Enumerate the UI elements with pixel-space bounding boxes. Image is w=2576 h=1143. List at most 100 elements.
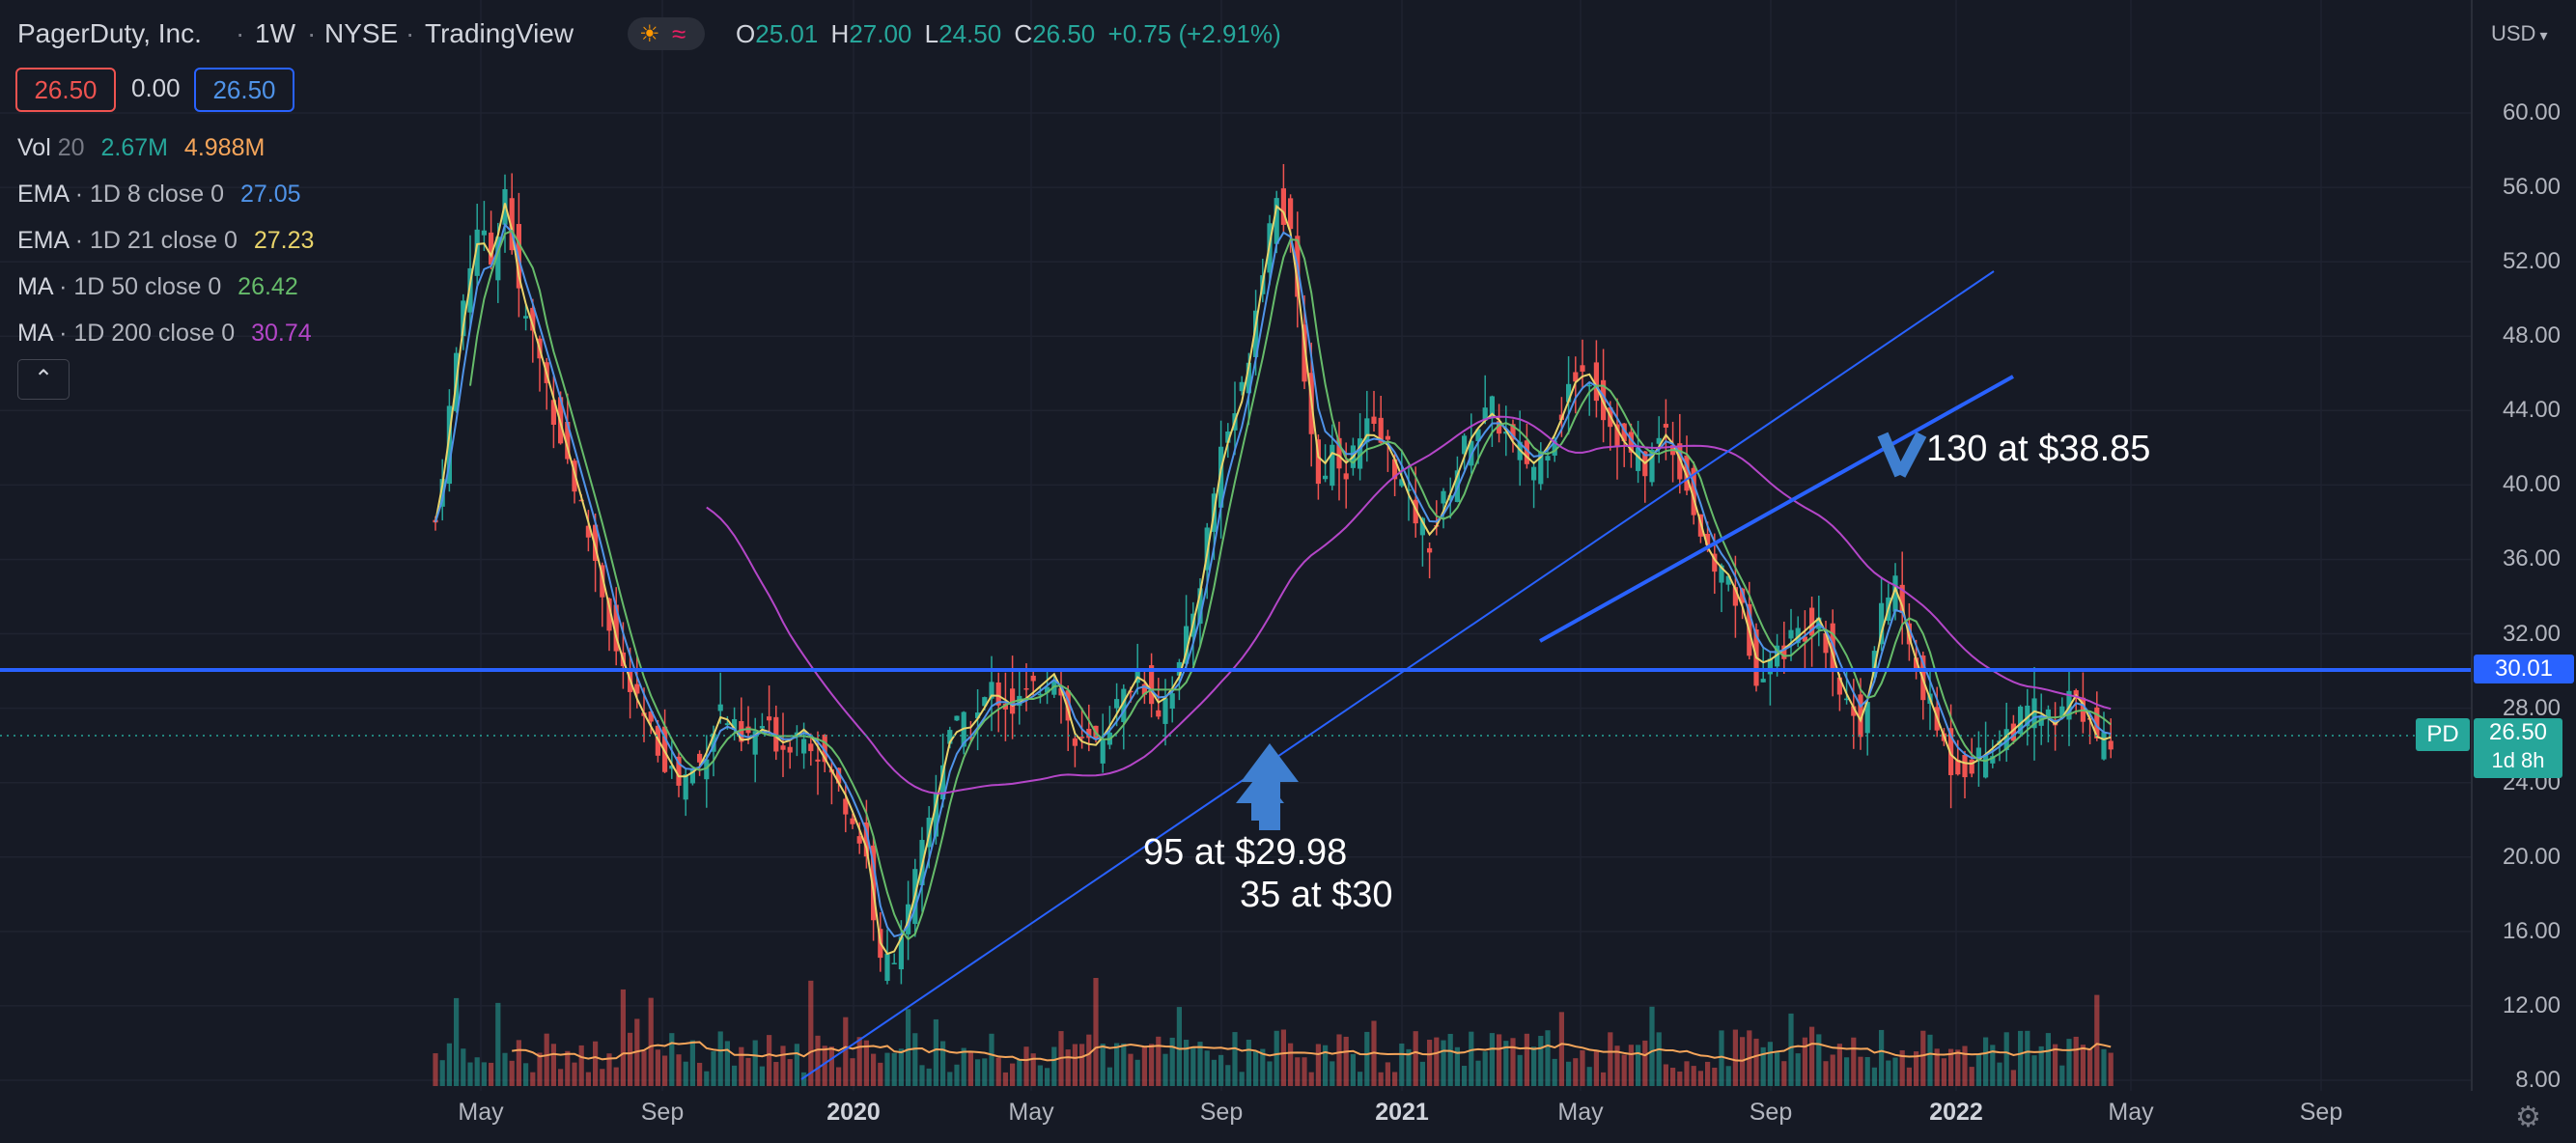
ma-50-line bbox=[469, 229, 2112, 941]
volume-bar bbox=[1573, 1058, 1579, 1086]
volume-bar bbox=[884, 1052, 890, 1086]
volume-bar bbox=[1934, 1048, 1940, 1086]
candle-body bbox=[600, 565, 605, 598]
volume-bar bbox=[1141, 1046, 1147, 1086]
volume-bar bbox=[1864, 1057, 1870, 1086]
price-tick-label: 60.00 bbox=[2502, 99, 2561, 125]
candle-body bbox=[1566, 383, 1572, 403]
volume-bar bbox=[1593, 1049, 1599, 1086]
indicator-vol[interactable]: Vol 20 2.67M 4.988M bbox=[17, 134, 266, 161]
candle-body bbox=[836, 767, 842, 784]
volume-bar bbox=[1454, 1046, 1460, 1086]
arrow-up-icon bbox=[1236, 743, 1299, 830]
volume-bar bbox=[717, 1031, 723, 1086]
candle-body bbox=[1628, 432, 1634, 453]
volume-bar bbox=[1441, 1040, 1446, 1086]
volume-bar bbox=[474, 1057, 480, 1086]
price-tick-label: 48.00 bbox=[2502, 322, 2561, 349]
volume-bar bbox=[1510, 1038, 1516, 1086]
candle-body bbox=[884, 953, 890, 982]
candle-body bbox=[1879, 602, 1885, 645]
volume-bar bbox=[1225, 1065, 1231, 1086]
volume-bar bbox=[648, 997, 654, 1086]
volume-bar bbox=[578, 1045, 584, 1086]
volume-bar bbox=[1156, 1036, 1162, 1086]
interval[interactable]: 1W bbox=[255, 18, 295, 48]
candle-body bbox=[717, 704, 723, 711]
volume-bar bbox=[606, 1053, 612, 1086]
trendline-long bbox=[800, 270, 1995, 1080]
volume-bar bbox=[1343, 1036, 1349, 1086]
volume-bar bbox=[1413, 1031, 1418, 1086]
volume-bar bbox=[454, 997, 460, 1086]
candle-body bbox=[1948, 728, 1954, 775]
candle-body bbox=[474, 229, 480, 276]
volume-bar bbox=[1503, 1041, 1509, 1086]
volume-bar bbox=[2094, 994, 2100, 1086]
candle-body bbox=[1503, 432, 1509, 434]
candle-body bbox=[1419, 517, 1425, 536]
candle-body bbox=[1892, 575, 1898, 612]
volume-bar bbox=[509, 1060, 515, 1086]
volume-bar bbox=[1315, 1044, 1321, 1086]
candle-body bbox=[1280, 188, 1286, 225]
volume-bar bbox=[613, 1067, 619, 1086]
time-tick-label: Sep bbox=[640, 1099, 685, 1126]
volume-bar bbox=[1218, 1054, 1224, 1086]
indicator-ema8[interactable]: EMA · 1D 8 close 0 27.05 bbox=[17, 181, 301, 208]
candle-body bbox=[1732, 587, 1738, 606]
indicator-ema21[interactable]: EMA · 1D 21 close 0 27.23 bbox=[17, 227, 315, 254]
candle-body bbox=[1239, 381, 1245, 392]
candle-body bbox=[1809, 607, 1815, 636]
candle-body bbox=[613, 604, 619, 652]
volume-bar bbox=[683, 1061, 688, 1086]
volume-bar bbox=[537, 1052, 543, 1086]
volume-bar bbox=[1176, 1007, 1182, 1086]
volume-bar bbox=[523, 1063, 529, 1086]
volume-bar bbox=[1469, 1031, 1474, 1086]
indicator-ma50[interactable]: MA · 1D 50 close 0 26.42 bbox=[17, 273, 298, 300]
candle-body bbox=[982, 697, 988, 707]
volume-bar bbox=[1795, 1053, 1801, 1086]
volume-bar bbox=[1705, 1061, 1711, 1086]
candle-body bbox=[1197, 588, 1203, 625]
candle-body bbox=[856, 836, 862, 844]
candle-body bbox=[1573, 372, 1579, 382]
currency-selector[interactable]: USD ▾ bbox=[2491, 21, 2548, 45]
volume-bar bbox=[593, 1041, 599, 1086]
candle-body bbox=[767, 716, 772, 721]
volume-bar bbox=[558, 1069, 564, 1086]
symbol-name[interactable]: PagerDuty, Inc. bbox=[17, 18, 202, 48]
sell-button[interactable]: 26.50 bbox=[15, 68, 116, 112]
chart-grid bbox=[0, 0, 2472, 1091]
volume-bar bbox=[1871, 1067, 1877, 1086]
volume-bar bbox=[1045, 1068, 1050, 1086]
volume-bar bbox=[1065, 1049, 1071, 1086]
candle-body bbox=[1969, 759, 1974, 774]
buy-button[interactable]: 26.50 bbox=[194, 68, 294, 112]
candle-body bbox=[1065, 690, 1071, 721]
candle-body bbox=[1385, 435, 1390, 440]
volume-bar bbox=[1823, 1061, 1829, 1086]
candle-body bbox=[1100, 739, 1106, 764]
volume-bar bbox=[1879, 1029, 1885, 1086]
volume-bar bbox=[2018, 1030, 2024, 1086]
volume-bar bbox=[1079, 1044, 1085, 1086]
indicator-ma200[interactable]: MA · 1D 200 close 0 30.74 bbox=[17, 320, 312, 347]
volume-bar bbox=[1844, 1057, 1850, 1086]
candle-body bbox=[697, 753, 703, 763]
candle-body bbox=[1358, 438, 1363, 469]
volume-bar bbox=[628, 1032, 633, 1086]
candle-body bbox=[1030, 675, 1036, 682]
gear-icon[interactable]: ⚙ bbox=[2515, 1101, 2541, 1133]
volume-bar bbox=[1517, 1054, 1523, 1086]
candle-body bbox=[1149, 665, 1155, 705]
candle-body bbox=[1274, 198, 1279, 244]
market-status-pill[interactable]: ☀ ≈ bbox=[628, 17, 705, 50]
candle-body bbox=[1975, 747, 1981, 761]
volume-bar bbox=[1621, 1054, 1627, 1086]
volume-bar bbox=[1093, 977, 1099, 1086]
volume-bar bbox=[1489, 1033, 1495, 1086]
collapse-legend-button[interactable]: ⌃ bbox=[17, 359, 70, 400]
